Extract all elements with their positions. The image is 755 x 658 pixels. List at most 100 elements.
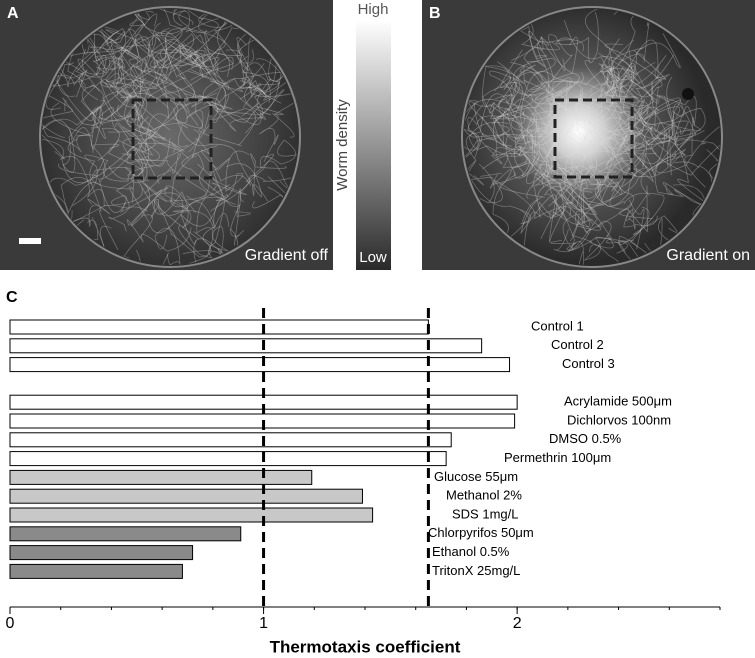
worm-track bbox=[125, 82, 188, 141]
worm-track bbox=[59, 155, 106, 225]
worm-track bbox=[575, 128, 648, 207]
worm-track bbox=[193, 11, 229, 55]
worm-track bbox=[239, 66, 298, 101]
worm-track bbox=[634, 108, 690, 145]
worm-track bbox=[191, 100, 237, 205]
worm-track bbox=[62, 97, 99, 137]
worm-track bbox=[550, 213, 580, 251]
worm-track bbox=[620, 106, 681, 152]
worm-track bbox=[130, 192, 199, 240]
worm-track bbox=[489, 71, 579, 138]
worm-track bbox=[533, 128, 573, 187]
plate-mark bbox=[682, 88, 694, 100]
worm-track bbox=[540, 164, 602, 240]
worm-track bbox=[42, 73, 73, 160]
worm-track bbox=[465, 93, 513, 161]
worm-track bbox=[586, 110, 677, 185]
worm-track bbox=[584, 60, 656, 95]
worm-track bbox=[42, 99, 106, 154]
worm-track bbox=[552, 128, 654, 180]
plate bbox=[461, 6, 723, 268]
worm-track bbox=[468, 121, 518, 153]
worm-track bbox=[89, 77, 147, 116]
worm-track bbox=[98, 138, 171, 213]
bar-label: Control 3 bbox=[562, 356, 615, 371]
worm-track bbox=[53, 69, 94, 122]
worm-track bbox=[535, 64, 613, 100]
worm-track bbox=[510, 30, 547, 61]
plate bbox=[39, 6, 301, 268]
worm-track bbox=[190, 46, 230, 91]
worm-track bbox=[239, 160, 298, 254]
worm-track bbox=[547, 165, 623, 199]
worm-track bbox=[184, 80, 267, 110]
bar bbox=[9, 563, 183, 579]
worm-track bbox=[493, 81, 572, 151]
panel-label: C bbox=[6, 289, 18, 306]
worm-track bbox=[496, 114, 560, 163]
worm-track bbox=[132, 38, 182, 101]
worm-track bbox=[233, 188, 251, 246]
colorbar-high: High bbox=[358, 1, 389, 18]
worm-track bbox=[60, 176, 119, 250]
worm-track bbox=[649, 76, 674, 156]
panel-label: A bbox=[7, 5, 19, 22]
worm-track bbox=[97, 107, 142, 133]
worm-track bbox=[526, 60, 573, 109]
scale-bar bbox=[19, 238, 41, 244]
worm-track bbox=[100, 9, 146, 71]
worm-track bbox=[604, 43, 663, 98]
worm-track bbox=[190, 69, 266, 125]
worm-track bbox=[160, 28, 212, 71]
worm-track bbox=[607, 54, 674, 150]
worm-track bbox=[610, 39, 662, 89]
worm-track bbox=[189, 184, 230, 264]
worm-track bbox=[42, 46, 76, 103]
worm-track bbox=[467, 115, 530, 177]
worm-track bbox=[115, 123, 207, 202]
worm-track bbox=[67, 138, 187, 234]
worm-track bbox=[121, 183, 153, 265]
worm-track bbox=[156, 10, 204, 76]
worm-track bbox=[520, 194, 567, 243]
panel-a: A Gradient off bbox=[0, 0, 333, 270]
worm-track bbox=[126, 189, 192, 252]
worm-track bbox=[594, 149, 646, 205]
worm-track bbox=[116, 9, 207, 34]
worm-track bbox=[111, 187, 169, 213]
worm-track bbox=[130, 63, 170, 184]
bar bbox=[9, 432, 452, 448]
worm-track bbox=[147, 77, 204, 129]
worm-track bbox=[565, 145, 613, 193]
worm-track bbox=[509, 82, 565, 135]
worm-track bbox=[555, 11, 599, 64]
worm-track bbox=[610, 71, 641, 102]
panel-caption: Gradient off bbox=[245, 247, 329, 264]
bar-label: Chlorpyrifos 50μm bbox=[428, 525, 534, 540]
worm-track bbox=[46, 9, 90, 55]
worm-track bbox=[580, 131, 655, 183]
worm-track bbox=[583, 220, 626, 261]
worm-track bbox=[570, 108, 658, 156]
worm-track bbox=[112, 81, 171, 131]
worm-track bbox=[106, 36, 167, 101]
worm-track bbox=[473, 101, 558, 182]
bar bbox=[9, 469, 313, 485]
worm-track bbox=[548, 165, 597, 215]
worm-track bbox=[601, 55, 670, 112]
worm-track bbox=[480, 172, 572, 220]
worm-track bbox=[562, 138, 679, 210]
worm-track bbox=[495, 119, 577, 187]
worm-track bbox=[555, 244, 620, 265]
worm-track bbox=[87, 23, 161, 51]
worm-track bbox=[195, 137, 248, 195]
worm-track bbox=[629, 130, 692, 178]
x-tick-label: 0 bbox=[6, 615, 15, 632]
worm-track bbox=[100, 56, 132, 117]
worm-track bbox=[109, 9, 226, 51]
worm-track bbox=[42, 108, 99, 184]
worm-track bbox=[555, 128, 636, 166]
worm-track bbox=[131, 153, 181, 203]
worm-track bbox=[591, 111, 644, 151]
worm-track bbox=[553, 102, 590, 154]
